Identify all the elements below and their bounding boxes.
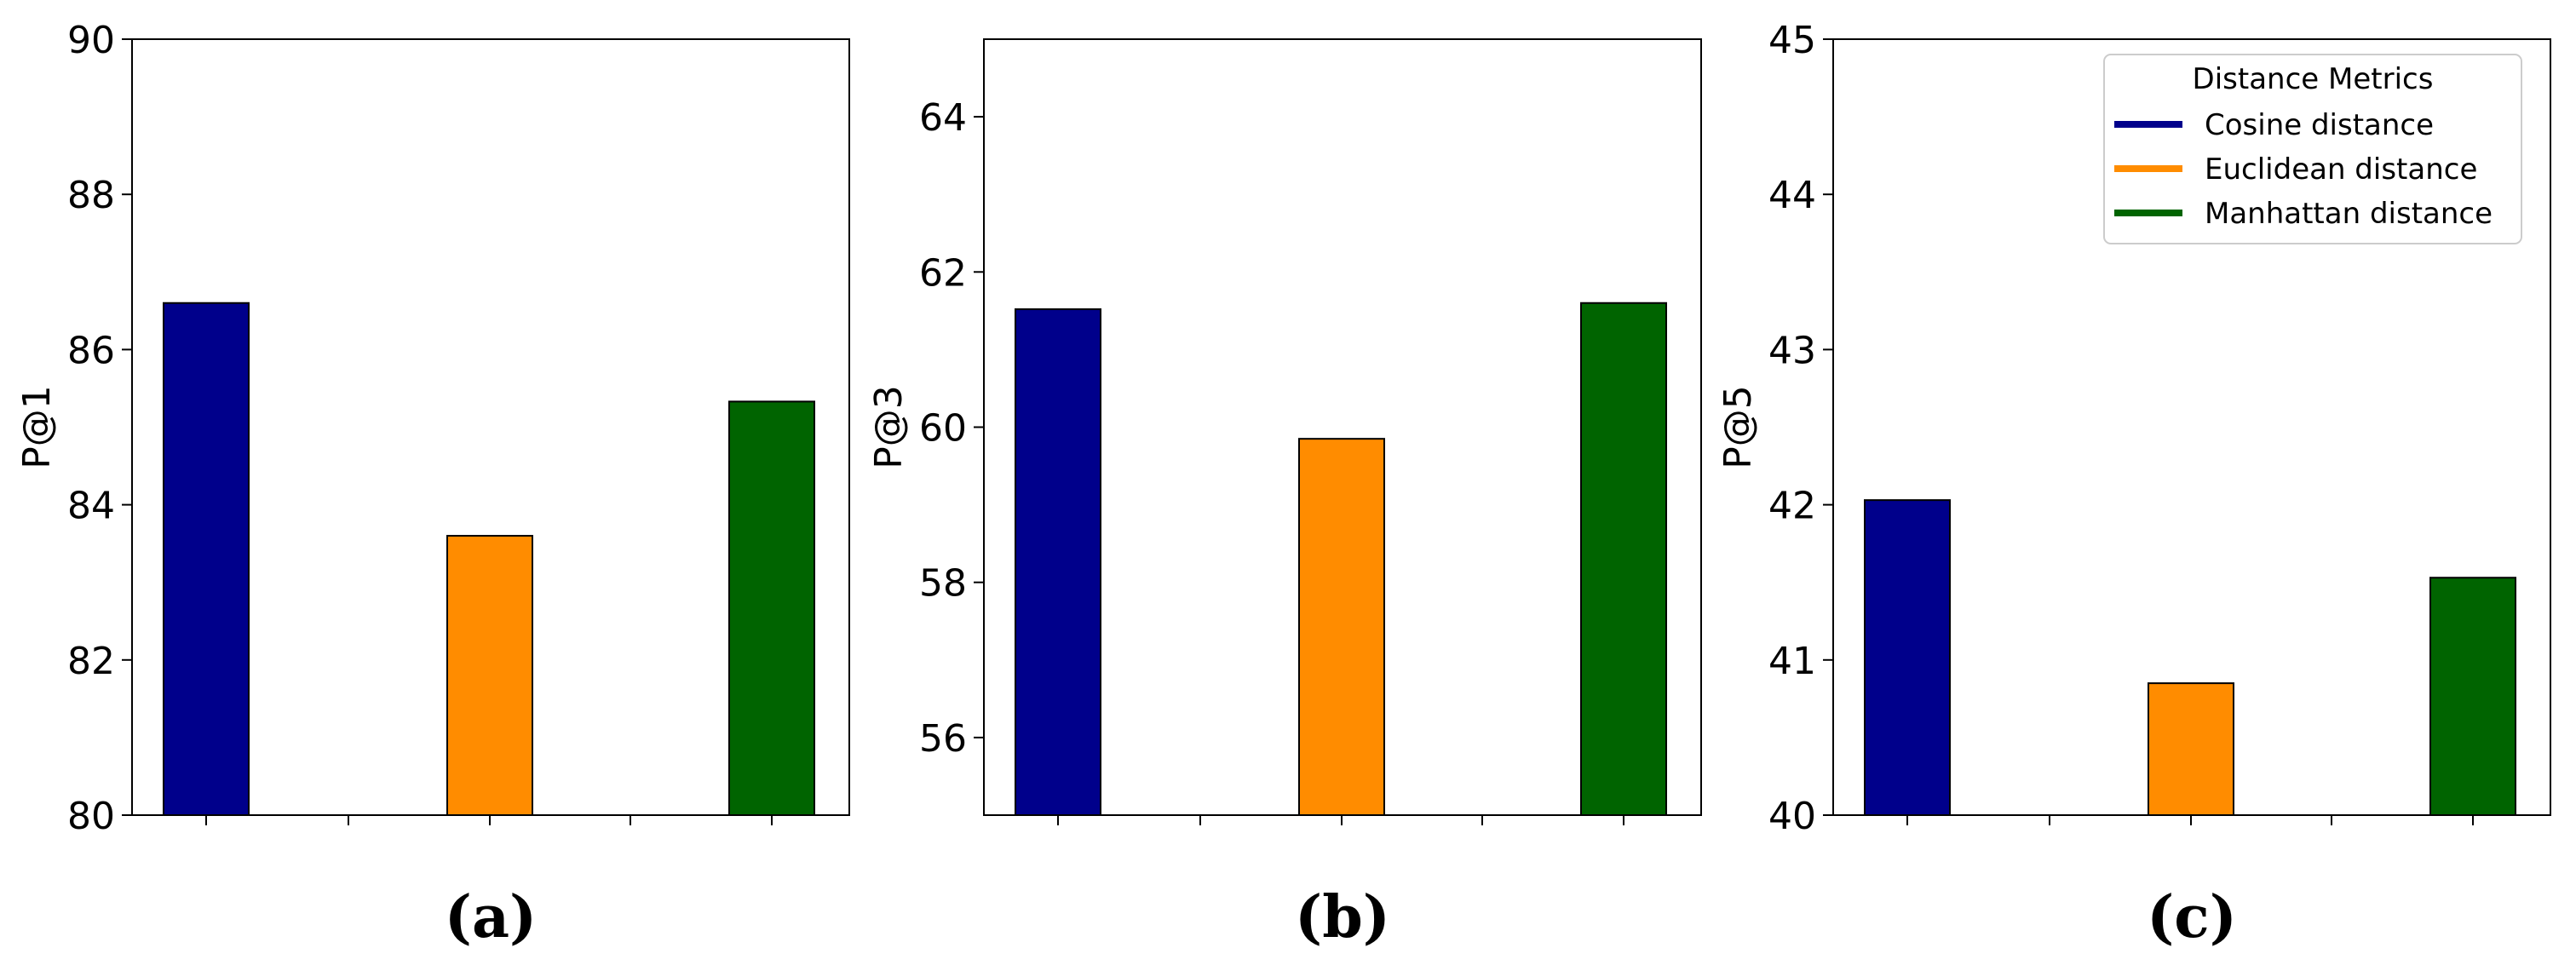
- y-tick-label: 56: [919, 717, 967, 761]
- y-tick-label: 43: [1768, 329, 1816, 372]
- legend-label-cosine: Cosine distance: [2205, 108, 2434, 142]
- bar-cosine: [163, 302, 250, 816]
- y-tick-label: 86: [67, 329, 115, 372]
- legend-title: Distance Metrics: [2193, 62, 2434, 96]
- y-tick-label: 90: [67, 19, 115, 62]
- legend-label-manhattan: Manhattan distance: [2205, 197, 2493, 231]
- legend-box: [2103, 54, 2522, 244]
- chart-panel-2: 56 58 60 62 64 P@3 (b): [867, 38, 1702, 951]
- y-tick-label: 44: [1768, 174, 1816, 217]
- y-tick-label: 42: [1768, 485, 1816, 528]
- bar-manhattan: [1580, 302, 1667, 816]
- y-tick-label: 60: [919, 407, 967, 451]
- y-tick-label: 45: [1768, 19, 1816, 62]
- y-axis-label: P@3: [867, 385, 911, 469]
- y-tick-label: 62: [919, 251, 967, 295]
- legend-label-euclidean: Euclidean distance: [2205, 152, 2477, 187]
- bar-euclidean: [1298, 438, 1385, 816]
- y-tick-label: 40: [1768, 795, 1816, 838]
- y-tick-label: 88: [67, 174, 115, 217]
- chart-panels: 80 82 84 86 88 90 P@1 (a) 56 58 60 62 64 P@3 (b) 40 41 42…: [15, 19, 2551, 951]
- y-tick-label: 58: [919, 562, 967, 606]
- bar-euclidean: [446, 535, 533, 816]
- y-tick-label: 41: [1768, 640, 1816, 683]
- y-tick-label: 84: [67, 485, 115, 528]
- panel-caption: (c): [2147, 883, 2237, 951]
- legend: Distance Metrics Cosine distance Euclidean…: [2103, 54, 2522, 244]
- panel-caption: (a): [445, 883, 537, 951]
- bar-cosine: [1864, 499, 1951, 816]
- bar-cosine: [1015, 308, 1101, 816]
- bar-manhattan: [2429, 577, 2516, 816]
- bar-euclidean: [2148, 682, 2234, 816]
- bar-manhattan: [728, 400, 815, 816]
- y-tick-label: 64: [919, 96, 967, 140]
- y-axis-label: P@1: [15, 385, 59, 469]
- panel-caption: (b): [1295, 883, 1390, 951]
- chart-panel-1: 80 82 84 86 88 90 P@1 (a): [15, 19, 850, 951]
- y-tick-label: 80: [67, 795, 115, 838]
- chart-panel-3: 40 41 42 43 44 45 P@5 (c): [1716, 19, 2551, 951]
- y-tick-label: 82: [67, 640, 115, 683]
- y-axis-label: P@5: [1716, 385, 1760, 469]
